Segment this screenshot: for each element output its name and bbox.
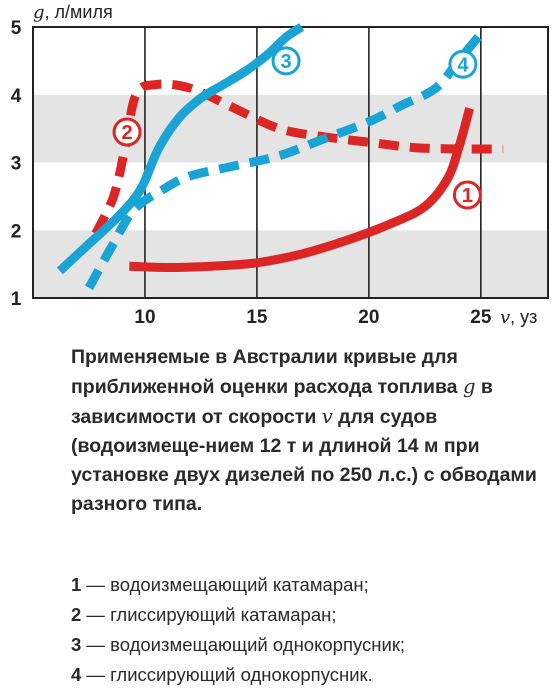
series-label-text: 2 [121, 122, 132, 144]
legend-num: 3 [71, 634, 82, 655]
y-tick-label: 1 [11, 289, 22, 310]
series-label-1: 1 [452, 180, 482, 210]
caption-var-v: v [321, 405, 333, 428]
legend-item-4: 4 — глиссирующий однокорпусник. [71, 660, 551, 690]
x-tick-label: 10 [134, 307, 155, 328]
y-axis-unit: , л/миля [45, 2, 113, 22]
legend-text: — глиссирующий катамаран; [81, 604, 337, 625]
series-label-circle [452, 180, 482, 210]
caption-part-1: Применяемые в Австралии кривые для прибл… [71, 346, 463, 398]
legend-text: — глиссирующий однокорпусник. [81, 664, 373, 685]
series-label-text: 4 [457, 54, 469, 76]
x-axis-title: v, уз [500, 307, 537, 328]
series-label-2: 2 [112, 117, 142, 147]
x-tick-label: 25 [470, 307, 492, 328]
legend-text: — водоизмещающий однокорпусник; [81, 634, 406, 655]
y-tick-label: 5 [11, 18, 22, 39]
x-axis-symbol: v [500, 307, 510, 328]
caption-var-g: g [462, 375, 476, 398]
plot-border [32, 26, 549, 299]
series-line-2 [91, 79, 504, 236]
series-line-1 [129, 107, 474, 272]
y-tick-label: 2 [11, 221, 22, 242]
series-labels: 1 2 3 4 [112, 46, 482, 210]
legend-text: — водоизмещающий катамаран; [81, 574, 369, 595]
x-tick-label: 20 [358, 307, 379, 328]
y-tick-label: 4 [11, 86, 22, 107]
y-axis-symbol: g [33, 2, 45, 23]
fuel-consumption-chart: 1 2 3 4 1 2 3 4 5 10 15 20 25 g, л/миля v, уз [11, 2, 549, 328]
series-label-3: 3 [271, 46, 301, 76]
grid-band [33, 230, 548, 298]
series-label-text: 1 [462, 185, 473, 207]
caption-part-2: в зависимости от скорости [71, 376, 493, 428]
series-layer [56, 23, 504, 290]
series-label-text: 3 [280, 51, 291, 73]
y-axis-title: g, л/миля [33, 2, 113, 23]
legend-num: 4 [71, 664, 82, 685]
x-axis-unit: , уз [510, 307, 537, 327]
series-line-3 [56, 23, 305, 275]
legend-num: 1 [71, 574, 82, 595]
x-tick-label: 15 [246, 307, 268, 328]
y-tick-label: 3 [11, 154, 22, 175]
series-label-4: 4 [448, 49, 478, 79]
legend-num: 2 [71, 604, 82, 625]
figure-caption: Применяемые в Австралии кривые для прибл… [71, 343, 541, 519]
series-label-circle [112, 117, 142, 147]
series-label-circle [448, 49, 478, 79]
axis-ticks: 1 2 3 4 5 10 15 20 25 [11, 18, 492, 328]
series-label-circle [271, 46, 301, 76]
legend: 1 — водоизмещающий катамаран; 2 — глисси… [71, 570, 551, 690]
legend-item-3: 3 — водоизмещающий однокорпусник; [71, 630, 551, 660]
series-line-4 [85, 30, 485, 290]
legend-item-2: 2 — глиссирующий катамаран; [71, 600, 551, 630]
legend-item-1: 1 — водоизмещающий катамаран; [71, 570, 551, 600]
caption-part-3: для судов (водоизмеще-нием 12 т и длиной… [71, 406, 537, 515]
